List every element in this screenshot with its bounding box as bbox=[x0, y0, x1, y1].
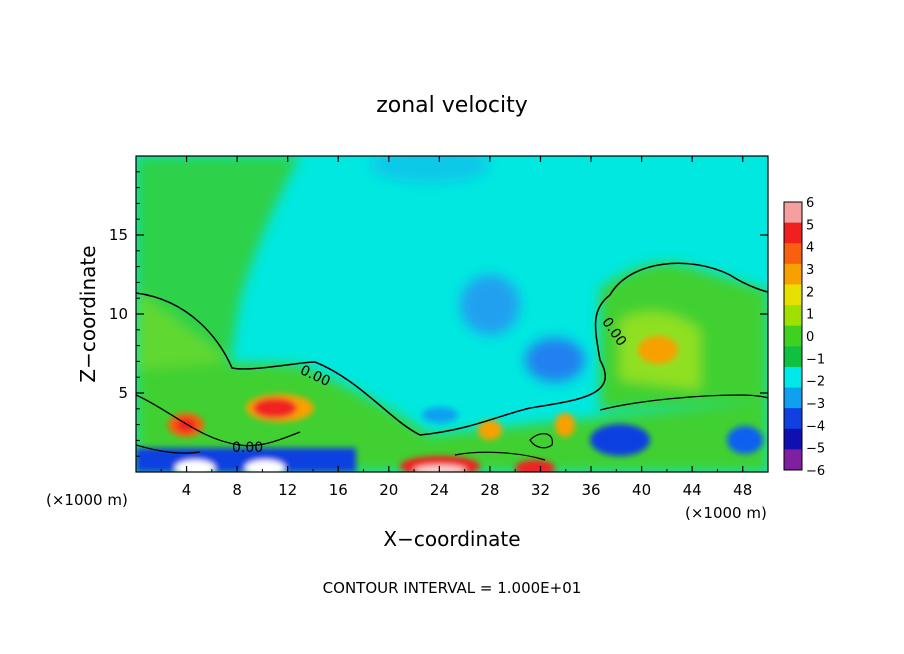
x-unit-label-left: (×1000 m) bbox=[46, 491, 128, 509]
colorbar-label: −4 bbox=[806, 419, 825, 434]
colorbar-label: −3 bbox=[806, 397, 825, 412]
colorbar-swatch bbox=[784, 428, 802, 450]
zero-contour-lower bbox=[136, 394, 768, 454]
x-tick-label: 32 bbox=[531, 481, 550, 499]
x-axis: 4 8 12 16 20 24 28 32 36 40 44 48 bbox=[160, 156, 752, 499]
colorbar-swatch bbox=[784, 387, 802, 409]
x-tick-label: 24 bbox=[430, 481, 449, 499]
contour-label: 0.00 bbox=[232, 440, 263, 456]
colorbar: 6 5 4 3 2 1 0 −1 −2 −3 −4 −5 −6 bbox=[783, 196, 825, 479]
colorbar-swatch bbox=[784, 284, 802, 306]
colorbar-swatch bbox=[784, 449, 802, 471]
colorbar-swatch bbox=[784, 325, 802, 347]
y-tick-label: 15 bbox=[109, 226, 128, 244]
x-tick-label: 20 bbox=[379, 481, 398, 499]
colorbar-label: 1 bbox=[806, 308, 814, 323]
colorbar-label: −1 bbox=[806, 352, 825, 367]
colorbar-swatch bbox=[784, 243, 802, 265]
colorbar-label: −6 bbox=[806, 464, 825, 479]
velocity-field bbox=[136, 156, 768, 472]
x-tick-label: 28 bbox=[480, 481, 499, 499]
x-tick-label: 8 bbox=[232, 481, 242, 499]
x-tick-label: 16 bbox=[329, 481, 348, 499]
x-axis-label: X−coordinate bbox=[383, 527, 520, 551]
zero-contour-upper bbox=[136, 262, 768, 436]
region-negative-core bbox=[460, 275, 520, 335]
x-tick-label: 44 bbox=[683, 481, 702, 499]
colorbar-swatch bbox=[784, 408, 802, 430]
x-tick-label: 40 bbox=[632, 481, 651, 499]
colorbar-swatch bbox=[784, 305, 802, 327]
y-tick-label: 10 bbox=[109, 305, 128, 323]
contour-interval-footer: CONTOUR INTERVAL = 1.000E+01 bbox=[323, 579, 582, 597]
x-unit-label-right: (×1000 m) bbox=[685, 504, 767, 522]
y-axis-label: Z−coordinate bbox=[76, 245, 100, 382]
colorbar-frame bbox=[783, 201, 803, 471]
x-tick-label: 12 bbox=[278, 481, 297, 499]
colorbar-label: 4 bbox=[806, 241, 814, 256]
colorbar-label: 2 bbox=[806, 285, 814, 300]
colorbar-label: 3 bbox=[806, 263, 814, 278]
colorbar-label: 6 bbox=[806, 196, 814, 211]
x-tick-label: 4 bbox=[182, 481, 192, 499]
colorbar-label: 5 bbox=[806, 218, 814, 233]
colorbar-swatch bbox=[784, 366, 802, 389]
colorbar-label: −5 bbox=[806, 442, 825, 457]
y-tick-label: 5 bbox=[118, 384, 128, 402]
x-tick-label: 36 bbox=[581, 481, 600, 499]
colorbar-swatch bbox=[784, 346, 802, 368]
y-axis: 5 10 15 bbox=[109, 171, 768, 457]
colorbar-label: 0 bbox=[806, 330, 814, 345]
colorbar-swatch bbox=[784, 263, 802, 285]
colorbar-swatch bbox=[784, 222, 802, 244]
x-tick-label: 48 bbox=[733, 481, 752, 499]
colorbar-swatch bbox=[784, 202, 802, 224]
chart-title: zonal velocity bbox=[376, 93, 528, 118]
colorbar-label: −2 bbox=[806, 375, 825, 390]
